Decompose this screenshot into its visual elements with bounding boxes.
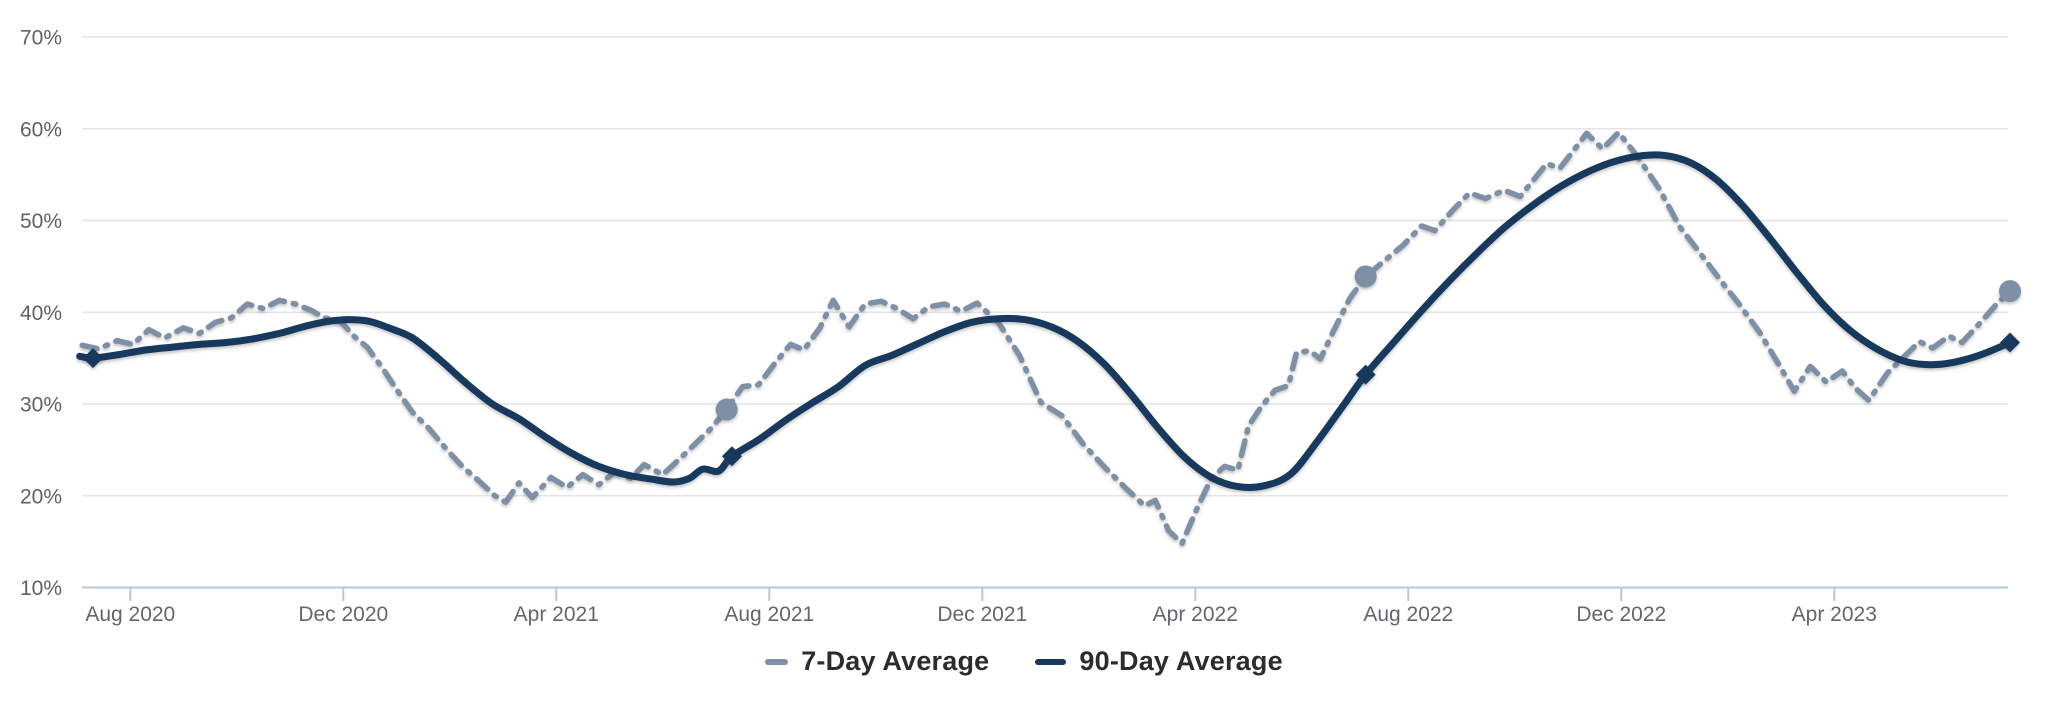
marker-7-day-circle-1 (1354, 265, 1377, 288)
marker-90-day-diamond-1 (722, 446, 742, 467)
legend-item-7-day-average: 7-Day Average (765, 646, 989, 677)
x-tick-label-aug-2022: Aug 2022 (1363, 603, 1453, 626)
legend-item-90-day-average: 90-Day Average (1035, 646, 1283, 677)
legend-label-7-day-average: 7-Day Average (801, 646, 990, 676)
x-tick-label-aug-2020: Aug 2020 (85, 603, 175, 626)
x-tick-label-aug-2021: Aug 2021 (724, 603, 814, 626)
x-tick-label-dec-2020: Dec 2020 (298, 603, 388, 626)
marker-90-day-diamond-0 (83, 348, 103, 369)
y-tick-label-30: 30% (20, 394, 62, 417)
y-tick-label-40: 40% (20, 302, 62, 325)
legend: 7-Day Average 90-Day Average (0, 646, 2048, 677)
y-tick-label-20: 20% (20, 485, 62, 508)
7-day-average-dash-swatch-icon (765, 658, 789, 665)
x-tick-label-apr-2022: Apr 2022 (1153, 603, 1238, 626)
x-tick-label-dec-2022: Dec 2022 (1576, 603, 1666, 626)
y-tick-label-10: 10% (20, 577, 62, 600)
marker-90-day-diamond-3 (2000, 332, 2020, 353)
x-tick-label-apr-2021: Apr 2021 (514, 603, 599, 626)
marker-7-day-circle-0 (715, 398, 738, 421)
legend-label-90-day-average: 90-Day Average (1079, 646, 1283, 676)
marker-90-day-diamond-2 (1355, 364, 1376, 385)
series-7-day-average-line (79, 129, 2013, 547)
x-tick-label-apr-2023: Apr 2023 (1792, 603, 1877, 626)
y-tick-label-60: 60% (20, 118, 62, 141)
x-tick-label-dec-2021: Dec 2021 (937, 603, 1027, 626)
y-tick-label-70: 70% (20, 27, 62, 50)
series-90-day-average-line (76, 151, 2014, 491)
marker-7-day-circle-2 (1999, 280, 2021, 303)
90-day-average-line-swatch-icon (1035, 658, 1067, 665)
y-tick-label-50: 50% (20, 210, 62, 233)
